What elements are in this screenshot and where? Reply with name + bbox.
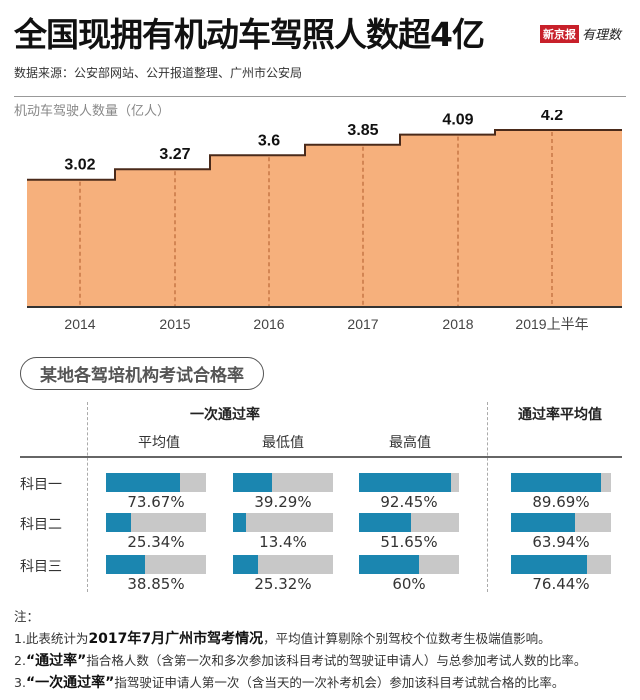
x-tick-label: 2017: [347, 316, 378, 332]
percent-label: 60%: [392, 575, 426, 593]
row-label: 科目二: [20, 517, 62, 533]
progress-bar: [511, 513, 611, 532]
row-label: 科目一: [20, 477, 62, 493]
row-label: 科目三: [20, 559, 62, 575]
section-title: 某地各驾培机构考试合格率: [20, 357, 264, 390]
note-text: 指驾驶证申请人第一次（含当天的一次补考机会）参加该科目考试就合格的比率。: [114, 675, 565, 690]
percent-label: 38.85%: [127, 575, 185, 593]
logo-sub: 有理数: [582, 28, 622, 43]
page-title: 全国现拥有机动车驾照人数超4亿: [14, 15, 485, 54]
progress-fill: [106, 473, 180, 492]
logo-brand: 新京报: [540, 24, 579, 43]
data-label: 3.6: [258, 132, 280, 149]
progress-bar: [359, 513, 459, 532]
progress-fill: [359, 473, 452, 492]
percent-label: 76.44%: [532, 575, 590, 593]
progress-bar: [233, 473, 333, 492]
progress-bar: [233, 555, 333, 574]
data-label: 3.85: [347, 122, 378, 139]
percent-label: 51.65%: [380, 533, 438, 551]
progress-fill: [106, 555, 145, 574]
progress-bar: [359, 473, 459, 492]
progress-bar: [106, 473, 206, 492]
data-label: 3.27: [159, 146, 190, 163]
notes-head: 注：: [14, 609, 40, 624]
note-text: 2.: [14, 653, 26, 668]
progress-bar: [359, 555, 459, 574]
x-tick-label: 2015: [159, 316, 190, 332]
header-rule: [20, 456, 622, 458]
area-fill: [27, 130, 622, 307]
progress-bar: [106, 555, 206, 574]
note-text: ，平均值计算剔除个别驾校个位数考生极端值影响。: [263, 631, 551, 646]
progress-fill: [233, 555, 259, 574]
percent-label: 13.4%: [259, 533, 307, 551]
note-emph: 2017年7月广州市驾考情况: [88, 631, 264, 647]
column-header: 最高值: [389, 435, 431, 451]
y-axis-label: 机动车驾驶人数量（亿人）: [14, 104, 171, 119]
progress-fill: [511, 555, 588, 574]
progress-bar: [511, 473, 611, 492]
x-tick-label: 2014: [64, 316, 95, 332]
x-tick-label: 2016: [253, 316, 284, 332]
note-3: 3.“一次通过率”指驾驶证申请人第一次（含当天的一次补考机会）参加该科目考试就合…: [14, 672, 586, 694]
note-text: 3.: [14, 675, 26, 690]
note-emph: “一次通过率”: [25, 675, 115, 691]
note-1: 1.此表统计为2017年7月广州市驾考情况，平均值计算剔除个别驾校个位数考生极端…: [14, 628, 586, 650]
data-label: 3.02: [64, 157, 95, 174]
progress-bar: [106, 513, 206, 532]
note-text: 1.此表统计为: [14, 631, 89, 646]
group-header: 通过率平均值: [518, 407, 602, 423]
notes: 注： 1.此表统计为2017年7月广州市驾考情况，平均值计算剔除个别驾校个位数考…: [14, 606, 586, 694]
percent-label: 63.94%: [532, 533, 590, 551]
data-label: 4.2: [541, 110, 563, 124]
progress-fill: [359, 555, 419, 574]
progress-bar: [233, 513, 333, 532]
divider: [87, 402, 88, 592]
x-tick-label: 2018: [442, 316, 473, 332]
source-text: 数据来源：公安部网站、公开报道整理、广州市公安局: [14, 66, 303, 80]
percent-label: 25.32%: [254, 575, 312, 593]
divider: [487, 402, 488, 592]
group-header: 一次通过率: [190, 407, 260, 423]
divider: [14, 96, 626, 97]
progress-fill: [233, 473, 273, 492]
progress-bar: [511, 555, 611, 574]
percent-label: 39.29%: [254, 493, 312, 511]
logo: 新京报 有理数: [540, 24, 621, 43]
note-emph: “通过率”: [25, 653, 87, 669]
data-label: 4.09: [442, 112, 473, 129]
percent-label: 25.34%: [127, 533, 185, 551]
column-header: 最低值: [262, 435, 304, 451]
progress-fill: [359, 513, 411, 532]
progress-fill: [233, 513, 247, 532]
percent-label: 89.69%: [532, 493, 590, 511]
progress-fill: [511, 473, 601, 492]
note-text: 指合格人数（含第一次和多次参加该科目考试的驾驶证申请人）与总参加考试人数的比率。: [86, 653, 587, 668]
step-area-chart: 3.02 2014 3.27 2015 3.6 2016 3.85 2017 4.09 2018 4…: [27, 110, 622, 332]
progress-fill: [511, 513, 575, 532]
percent-label: 73.67%: [127, 493, 185, 511]
percent-label: 92.45%: [380, 493, 438, 511]
progress-fill: [106, 513, 132, 532]
note-2: 2.“通过率”指合格人数（含第一次和多次参加该科目考试的驾驶证申请人）与总参加考…: [14, 650, 586, 672]
step-line: [27, 129, 622, 181]
column-header: 平均值: [138, 435, 180, 451]
x-tick-label: 2019上半年: [515, 316, 588, 332]
